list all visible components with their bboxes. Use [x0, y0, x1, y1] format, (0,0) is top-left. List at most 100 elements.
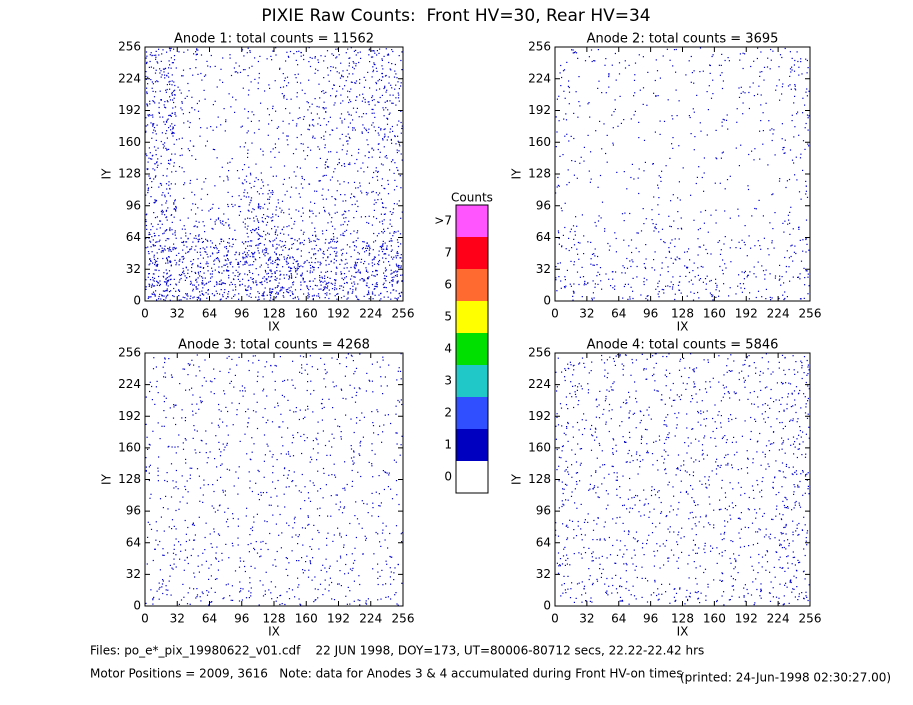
count-dot — [237, 261, 239, 263]
count-dot — [211, 293, 213, 295]
count-dot — [279, 254, 281, 256]
count-dot — [312, 288, 314, 290]
count-dot — [240, 587, 242, 590]
count-dot — [156, 284, 158, 286]
count-dot — [334, 279, 336, 281]
count-dot — [396, 265, 398, 267]
count-dot — [246, 232, 248, 234]
count-dot — [239, 581, 241, 583]
count-dot — [185, 232, 187, 234]
count-dot — [573, 292, 575, 294]
count-dot — [383, 228, 385, 230]
count-dot — [394, 88, 396, 90]
count-dot — [555, 277, 557, 279]
count-dot — [787, 214, 789, 216]
count-dot — [689, 116, 691, 119]
count-dot — [256, 218, 258, 220]
count-dot — [705, 248, 707, 251]
count-dot — [283, 80, 286, 82]
count-dot — [583, 235, 585, 237]
count-dot — [187, 592, 189, 594]
count-dot — [284, 506, 286, 508]
count-dot — [358, 258, 360, 260]
count-dot — [380, 163, 383, 165]
count-dot — [357, 271, 359, 273]
count-dot — [341, 74, 343, 76]
count-dot — [397, 270, 399, 272]
x-tick-label: 192 — [735, 307, 758, 321]
count-dot — [560, 287, 562, 289]
count-dot — [356, 158, 358, 161]
count-dot — [748, 235, 750, 237]
count-dot — [573, 291, 575, 293]
count-dot — [339, 506, 342, 508]
count-dot — [292, 119, 294, 121]
count-dot — [353, 276, 355, 278]
count-dot — [669, 157, 671, 159]
count-dot — [211, 422, 213, 424]
count-dot — [172, 480, 174, 482]
count-dot — [684, 251, 686, 253]
count-dot — [258, 228, 260, 230]
count-dot — [389, 68, 391, 70]
count-dot — [570, 228, 572, 230]
count-dot — [310, 267, 312, 269]
count-dot — [151, 181, 153, 183]
count-dot — [393, 459, 395, 461]
x-axis-label: IX — [268, 320, 280, 334]
count-dot — [194, 271, 196, 274]
count-dot — [206, 462, 208, 464]
count-dot — [657, 293, 659, 295]
count-dot — [199, 135, 201, 137]
count-dot — [169, 195, 171, 197]
count-dot — [299, 117, 301, 119]
count-dot — [767, 248, 769, 250]
count-dot — [327, 282, 329, 284]
count-dot — [219, 220, 221, 222]
count-dot — [178, 166, 181, 168]
count-dot — [310, 149, 312, 151]
count-dot — [206, 239, 208, 241]
count-dot — [205, 178, 207, 180]
count-dot — [213, 528, 215, 530]
count-dot — [397, 140, 399, 142]
count-dot — [165, 278, 167, 280]
count-dot — [354, 203, 356, 205]
count-dot — [355, 271, 357, 274]
count-dot — [367, 192, 369, 194]
count-dot — [336, 251, 338, 253]
count-dot — [246, 192, 249, 194]
count-dot — [195, 286, 197, 288]
count-dot — [699, 71, 701, 73]
count-dot — [235, 269, 237, 271]
count-dot — [807, 67, 809, 69]
count-dot — [145, 131, 147, 133]
count-dot — [766, 66, 769, 68]
count-dot — [173, 101, 175, 104]
count-dot — [339, 288, 341, 290]
count-dot — [289, 277, 291, 279]
count-dot — [377, 170, 379, 173]
count-dot — [193, 225, 195, 228]
y-tick-label: 32 — [126, 262, 141, 276]
count-dot — [353, 68, 355, 70]
count-dot — [148, 296, 150, 298]
count-dot — [202, 552, 204, 554]
count-dot — [292, 293, 294, 295]
count-dot — [303, 231, 305, 233]
x-tick-label: 96 — [643, 307, 658, 321]
count-dot — [190, 554, 192, 557]
count-dot — [201, 209, 203, 211]
count-dot — [346, 483, 348, 486]
count-dot — [303, 433, 305, 436]
count-dot — [353, 462, 355, 464]
count-dot — [762, 112, 764, 114]
count-dot — [163, 248, 165, 250]
count-dot — [374, 275, 376, 277]
count-dot — [354, 515, 356, 517]
count-dot — [222, 81, 224, 83]
count-dot — [390, 598, 392, 600]
count-dot — [712, 79, 714, 81]
count-dot — [344, 210, 346, 212]
count-dot — [221, 283, 223, 285]
